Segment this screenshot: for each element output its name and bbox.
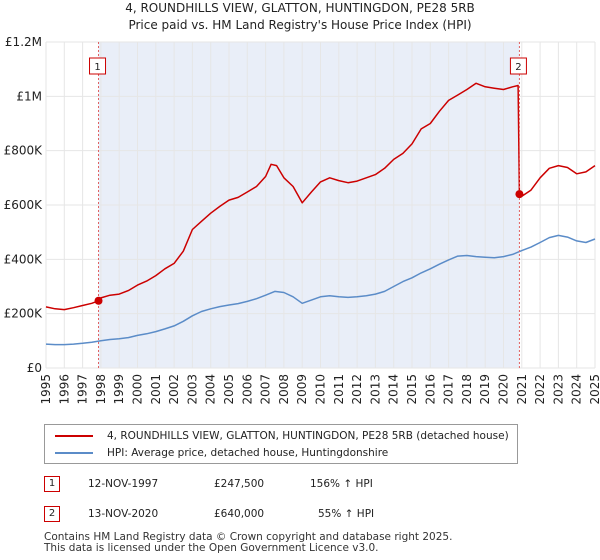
x-tick-label: 2004	[204, 374, 218, 405]
x-tick-label: 1996	[57, 374, 71, 405]
chart-title: 4, ROUNDHILLS VIEW, GLATTON, HUNTINGDON,…	[125, 1, 475, 15]
legend: 4, ROUNDHILLS VIEW, GLATTON, HUNTINGDON,…	[44, 424, 518, 464]
x-tick-label: 2013	[368, 374, 382, 405]
sale-number-badge: 2	[44, 506, 60, 522]
sale-label-number: 1	[94, 62, 100, 73]
legend-item-property: 4, ROUNDHILLS VIEW, GLATTON, HUNTINGDON,…	[55, 428, 509, 444]
x-tick-label: 2019	[478, 374, 492, 405]
sale-number-badge: 1	[44, 476, 60, 492]
sale-hpi-change: 55% ↑ HPI	[318, 508, 375, 520]
sale-point	[515, 190, 524, 199]
x-tick-label: 2023	[551, 374, 565, 405]
sale-label-number: 2	[515, 62, 521, 73]
sale-label-box	[89, 57, 107, 75]
x-tick-label: 2010	[314, 374, 328, 405]
x-tick-label: 2018	[460, 374, 474, 405]
sale-row: 2 13-NOV-2020 £640,000 55% ↑ HPI	[44, 506, 584, 524]
x-tick-label: 1995	[39, 374, 53, 405]
x-tick-label: 2011	[332, 374, 346, 405]
x-tick-label: 2005	[222, 374, 236, 405]
x-tick-label: 2006	[240, 374, 254, 405]
x-tick-label: 1998	[94, 374, 108, 405]
y-tick-label: £0	[27, 361, 42, 375]
footer: Contains HM Land Registry data © Crown c…	[44, 532, 452, 554]
x-tick-label: 2002	[167, 374, 181, 405]
x-tick-label: 2008	[277, 374, 291, 405]
chart-subtitle: Price paid vs. HM Land Registry's House …	[128, 18, 471, 32]
legend-swatch-blue	[55, 452, 93, 454]
y-tick-label: £1.2M	[5, 35, 42, 49]
x-tick-label: 2007	[259, 374, 273, 405]
x-tick-label: 2025	[588, 374, 600, 405]
x-tick-label: 1997	[76, 374, 90, 405]
sale-price: £640,000	[214, 508, 265, 520]
x-tick-label: 2003	[185, 374, 199, 405]
footer-licence: This data is licensed under the Open Gov…	[44, 542, 379, 554]
x-tick-label: 2022	[533, 374, 547, 405]
x-tick-label: 2020	[497, 374, 511, 405]
legend-swatch-red	[55, 435, 93, 437]
hpi-series-line	[45, 234, 596, 346]
y-tick-label: £200K	[4, 307, 44, 321]
sale-hpi-change: 156% ↑ HPI	[310, 478, 373, 490]
x-tick-label: 2001	[149, 374, 163, 405]
footer-copyright: Contains HM Land Registry data © Crown c…	[44, 531, 453, 543]
sale-price: £247,500	[214, 478, 265, 490]
sale-point	[94, 296, 103, 305]
x-tick-label: 2000	[131, 374, 145, 405]
legend-label-hpi: HPI: Average price, detached house, Hunt…	[107, 447, 389, 459]
legend-item-hpi: HPI: Average price, detached house, Hunt…	[55, 445, 388, 461]
x-tick-label: 2024	[570, 374, 584, 405]
x-tick-label: 2009	[295, 374, 309, 405]
y-tick-label: £1M	[16, 89, 42, 103]
legend-label-property: 4, ROUNDHILLS VIEW, GLATTON, HUNTINGDON,…	[107, 430, 509, 442]
x-tick-label: 1999	[112, 374, 126, 405]
x-tick-label: 2017	[442, 374, 456, 405]
property-series-line	[45, 82, 596, 311]
sale-date: 13-NOV-2020	[88, 508, 159, 520]
y-tick-label: £800K	[4, 144, 44, 158]
sale-row: 1 12-NOV-1997 £247,500 156% ↑ HPI	[44, 476, 584, 494]
x-tick-label: 2016	[423, 374, 437, 405]
sale-date: 12-NOV-1997	[88, 478, 159, 490]
y-tick-label: £600K	[4, 198, 44, 212]
price-chart: 4, ROUNDHILLS VIEW, GLATTON, HUNTINGDON,…	[4, 1, 600, 405]
x-tick-label: 2014	[387, 374, 401, 405]
x-tick-label: 2012	[350, 374, 364, 405]
sale-label-box	[509, 57, 527, 75]
y-tick-label: £400K	[4, 252, 44, 266]
x-tick-label: 2021	[515, 374, 529, 405]
x-tick-label: 2015	[405, 374, 419, 405]
